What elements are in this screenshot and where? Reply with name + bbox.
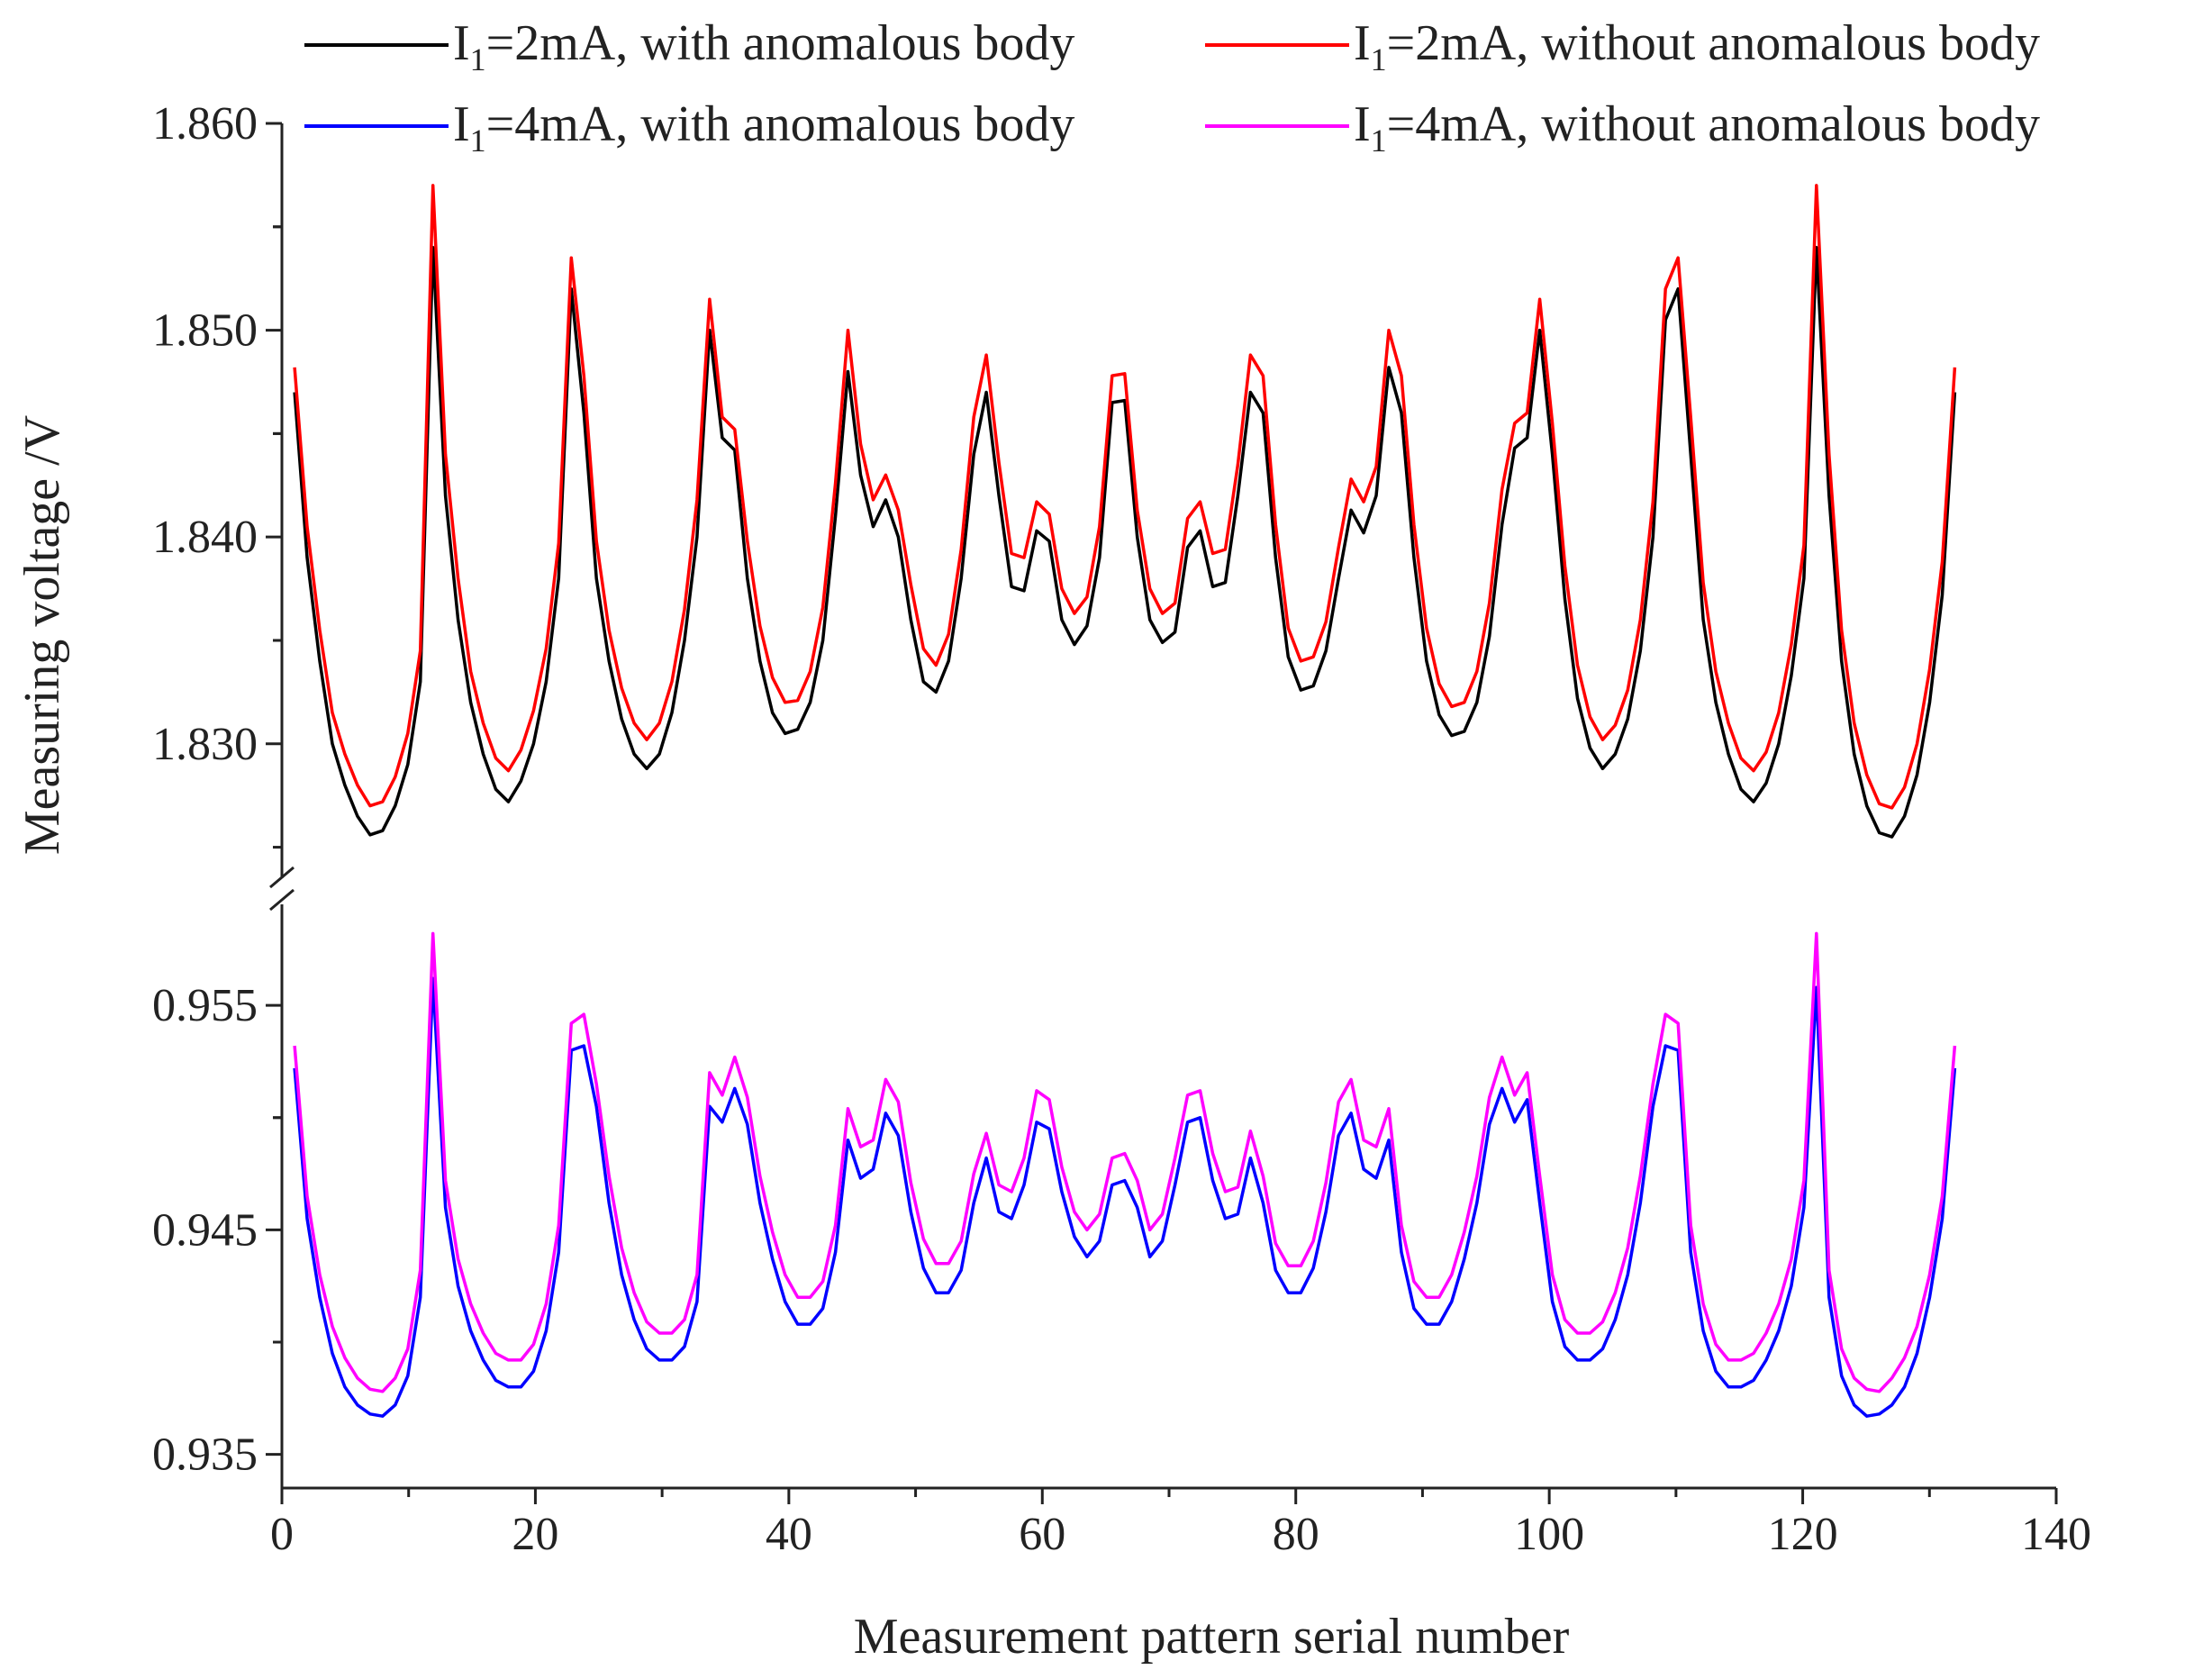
x-tick-label: 40 <box>766 1509 812 1560</box>
y-upper-tick-label: 1.840 <box>152 512 258 563</box>
x-tick-label: 80 <box>1273 1509 1319 1560</box>
x-tick-label: 0 <box>270 1509 294 1560</box>
x-axis-title: Measurement pattern serial number <box>854 1609 1570 1665</box>
series-layer <box>293 184 1957 1418</box>
y-upper-tick-label: 1.830 <box>152 719 258 770</box>
series-line-2 <box>293 184 1957 810</box>
y-ticks: 1.830 1.840 1.850 1.860 0.935 0.945 0.955 <box>152 98 282 1481</box>
legend-label-2: I1=2mA, without anomalous body <box>1354 15 2040 77</box>
x-ticks: 0 20 40 60 80 100 120 140 <box>270 1488 2091 1560</box>
axis-break-mark-top <box>269 866 295 889</box>
y-upper-tick-label: 1.860 <box>152 98 258 150</box>
series-line-4 <box>293 931 1957 1393</box>
x-tick-label: 60 <box>1019 1509 1065 1560</box>
axis-break-mark-bottom <box>269 888 295 912</box>
legend-label-4: I1=4mA, without anomalous body <box>1354 96 2040 159</box>
x-tick-label: 20 <box>512 1509 558 1560</box>
x-tick-label: 120 <box>1768 1509 1838 1560</box>
legend: I1=2mA, with anomalous body I1=2mA, witho… <box>304 15 2040 159</box>
legend-label-3: I1=4mA, with anomalous body <box>453 96 1074 159</box>
y-axis-title: Measuring voltage /V <box>14 415 70 855</box>
y-lower-tick-label: 0.955 <box>152 980 258 1031</box>
axes <box>269 123 2056 1490</box>
y-upper-tick-label: 1.850 <box>152 305 258 357</box>
y-lower-tick-label: 0.945 <box>152 1204 258 1256</box>
x-tick-label: 140 <box>2021 1509 2091 1560</box>
series-line-3 <box>293 976 1957 1418</box>
legend-label-1: I1=2mA, with anomalous body <box>453 15 1074 77</box>
x-tick-label: 100 <box>1514 1509 1584 1560</box>
series-line-1 <box>293 246 1957 839</box>
y-lower-tick-label: 0.935 <box>152 1429 258 1481</box>
